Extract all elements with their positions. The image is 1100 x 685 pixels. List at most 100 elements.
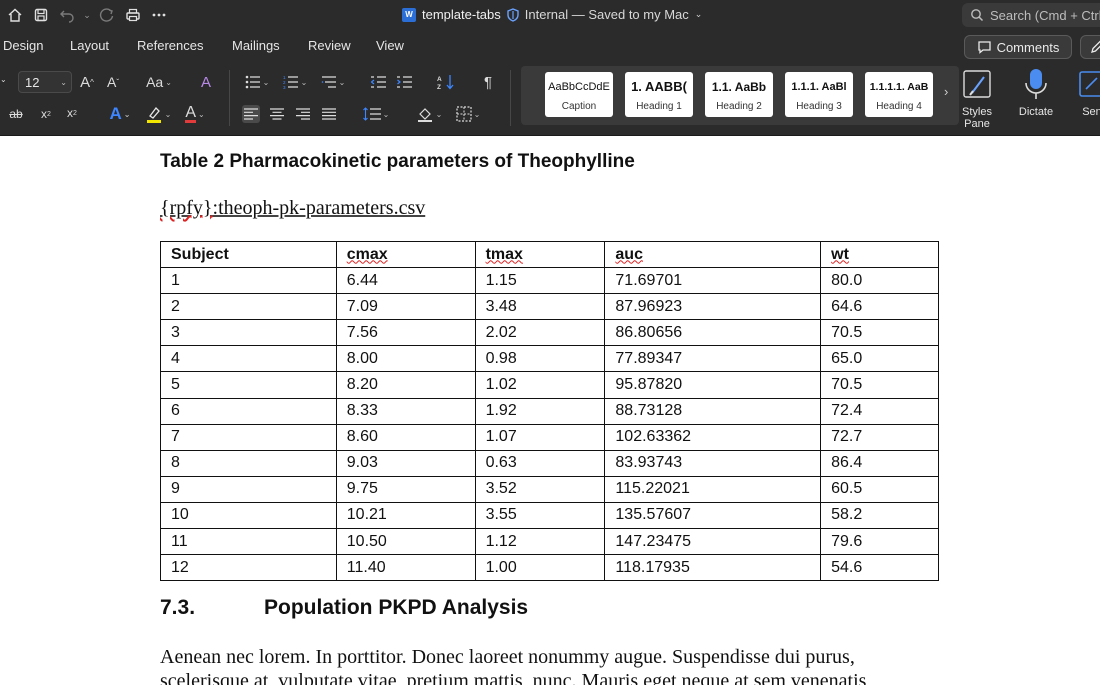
table-cell[interactable]: 58.2 <box>820 501 939 530</box>
document-title[interactable]: W template-tabs Internal — Saved to my M… <box>402 7 702 22</box>
clear-formatting-icon[interactable]: A <box>200 73 211 91</box>
table-cell[interactable]: 1 <box>160 267 337 295</box>
table-cell[interactable]: 79.6 <box>820 528 939 556</box>
table-cell[interactable]: 64.6 <box>820 293 939 321</box>
style-heading-4[interactable]: 1.1.1.1. AaB Heading 4 <box>865 72 933 117</box>
table-cell[interactable]: 77.89347 <box>604 345 822 373</box>
table-cell[interactable]: 72.7 <box>820 423 939 451</box>
table-cell[interactable]: 3 <box>160 319 337 347</box>
tab-references[interactable]: References <box>137 38 204 53</box>
increase-indent-icon[interactable] <box>396 73 414 91</box>
borders-icon[interactable]: ⌄ <box>451 105 485 123</box>
table-cell[interactable]: 1.02 <box>474 371 606 399</box>
table-cell[interactable]: 86.4 <box>820 449 939 477</box>
numbering-icon[interactable]: 1 2 3 ⌄ <box>282 75 308 89</box>
style-heading-1[interactable]: 1. AABB( Heading 1 <box>625 72 693 117</box>
table-cell[interactable]: 7.09 <box>335 293 476 321</box>
table-cell[interactable]: 11.40 <box>335 554 476 582</box>
decrease-indent-icon[interactable] <box>370 73 388 91</box>
font-size-select[interactable]: 12 ⌄ <box>18 71 72 93</box>
table-cell[interactable]: 11 <box>160 528 337 556</box>
table-cell[interactable]: 86.80656 <box>604 319 822 347</box>
grow-font-icon[interactable]: A ^ <box>80 73 94 91</box>
table-cell[interactable]: 95.87820 <box>604 371 822 399</box>
multilevel-list-icon[interactable]: ⌄ <box>317 73 349 91</box>
more-options-icon[interactable] <box>148 6 170 24</box>
table-cell[interactable]: 5 <box>160 371 337 399</box>
undo-icon[interactable] <box>56 6 78 24</box>
comments-button[interactable]: Comments <box>964 35 1072 59</box>
redo-icon[interactable] <box>96 6 118 24</box>
table-cell[interactable]: 8.00 <box>335 345 476 373</box>
align-center-icon[interactable] <box>268 105 286 123</box>
table-cell[interactable]: 88.73128 <box>604 397 822 425</box>
shading-icon[interactable]: ⌄ <box>412 105 446 123</box>
tab-layout[interactable]: Layout <box>70 38 110 53</box>
table-cell[interactable]: 70.5 <box>820 319 939 347</box>
table-cell[interactable]: 71.69701 <box>604 267 822 295</box>
table-cell[interactable]: 9.75 <box>335 475 476 503</box>
print-icon[interactable] <box>122 6 144 24</box>
table-cell[interactable]: 7.56 <box>335 319 476 347</box>
justify-icon[interactable] <box>320 105 338 123</box>
align-left-icon[interactable] <box>242 105 260 123</box>
table-cell[interactable]: 0.98 <box>474 345 606 373</box>
change-case-icon[interactable]: Aa ⌄ <box>146 74 172 90</box>
table-cell[interactable]: 60.5 <box>820 475 939 503</box>
table-cell[interactable]: 6 <box>160 397 337 425</box>
dictate-button[interactable]: Dictate <box>1014 66 1058 118</box>
table-cell[interactable]: 102.63362 <box>604 423 822 451</box>
table-cell[interactable]: 65.0 <box>820 345 939 373</box>
table-cell[interactable]: 1.15 <box>474 267 606 295</box>
table-cell[interactable]: 6.44 <box>335 267 476 295</box>
table-cell[interactable]: 8.60 <box>335 423 476 451</box>
table-cell[interactable]: 1.07 <box>474 423 606 451</box>
table-cell[interactable]: 147.23475 <box>604 528 822 556</box>
table-cell[interactable]: 54.6 <box>820 554 939 582</box>
table-cell[interactable]: 8 <box>160 449 337 477</box>
table-cell[interactable]: 1.00 <box>474 554 606 582</box>
table-cell[interactable]: 10.50 <box>335 528 476 556</box>
tab-view[interactable]: View <box>376 38 404 53</box>
table-cell[interactable]: 3.52 <box>474 475 606 503</box>
styles-pane-button[interactable]: Styles Pane <box>956 66 998 130</box>
table-cell[interactable]: 83.93743 <box>604 449 822 477</box>
table-cell[interactable]: 135.57607 <box>604 501 822 530</box>
table-cell[interactable]: 9.03 <box>335 449 476 477</box>
table-cell[interactable]: 80.0 <box>820 267 939 295</box>
bullets-icon[interactable]: ⌄ <box>242 73 272 91</box>
save-icon[interactable] <box>30 6 52 24</box>
line-spacing-icon[interactable]: ⌄ <box>359 105 393 123</box>
style-heading-2[interactable]: 1.1. AaBb Heading 2 <box>705 72 773 117</box>
table-cell[interactable]: 7 <box>160 423 337 451</box>
table-cell[interactable]: 2.02 <box>474 319 606 347</box>
table-cell[interactable]: 70.5 <box>820 371 939 399</box>
search-input[interactable]: Search (Cmd + Ctrl <box>962 3 1100 27</box>
table-cell[interactable]: 115.22021 <box>604 475 822 503</box>
table-cell[interactable]: 1.12 <box>474 528 606 556</box>
font-name-dropdown-icon[interactable]: ⌄ <box>0 75 7 84</box>
table-cell[interactable]: 10 <box>160 501 337 530</box>
table-cell[interactable]: 8.20 <box>335 371 476 399</box>
document-canvas[interactable]: Table 2 Pharmacokinetic parameters of Th… <box>0 137 1100 685</box>
tab-design[interactable]: Design <box>3 38 44 53</box>
table-cell[interactable]: 118.17935 <box>604 554 822 582</box>
table-cell[interactable]: 3.55 <box>474 501 606 530</box>
table-cell[interactable]: 72.4 <box>820 397 939 425</box>
style-heading-3[interactable]: 1.1.1. AaBl Heading 3 <box>785 72 853 117</box>
sensitivity-button[interactable]: Sen <box>1072 66 1100 118</box>
pk-parameters-table[interactable]: Subject cmax tmax auc wt 1 6.44 1.15 71.697… <box>160 240 939 582</box>
show-formatting-marks-icon[interactable]: ¶ <box>483 73 493 91</box>
table-cell[interactable]: 3.48 <box>474 293 606 321</box>
table-cell[interactable]: 1.92 <box>474 397 606 425</box>
table-cell[interactable]: 0.63 <box>474 449 606 477</box>
tab-mailings[interactable]: Mailings <box>232 38 280 53</box>
chevron-right-icon[interactable]: › <box>944 84 949 99</box>
table-cell[interactable]: 4 <box>160 345 337 373</box>
table-cell[interactable]: 12 <box>160 554 337 582</box>
strikethrough-icon[interactable]: ab <box>9 107 23 121</box>
